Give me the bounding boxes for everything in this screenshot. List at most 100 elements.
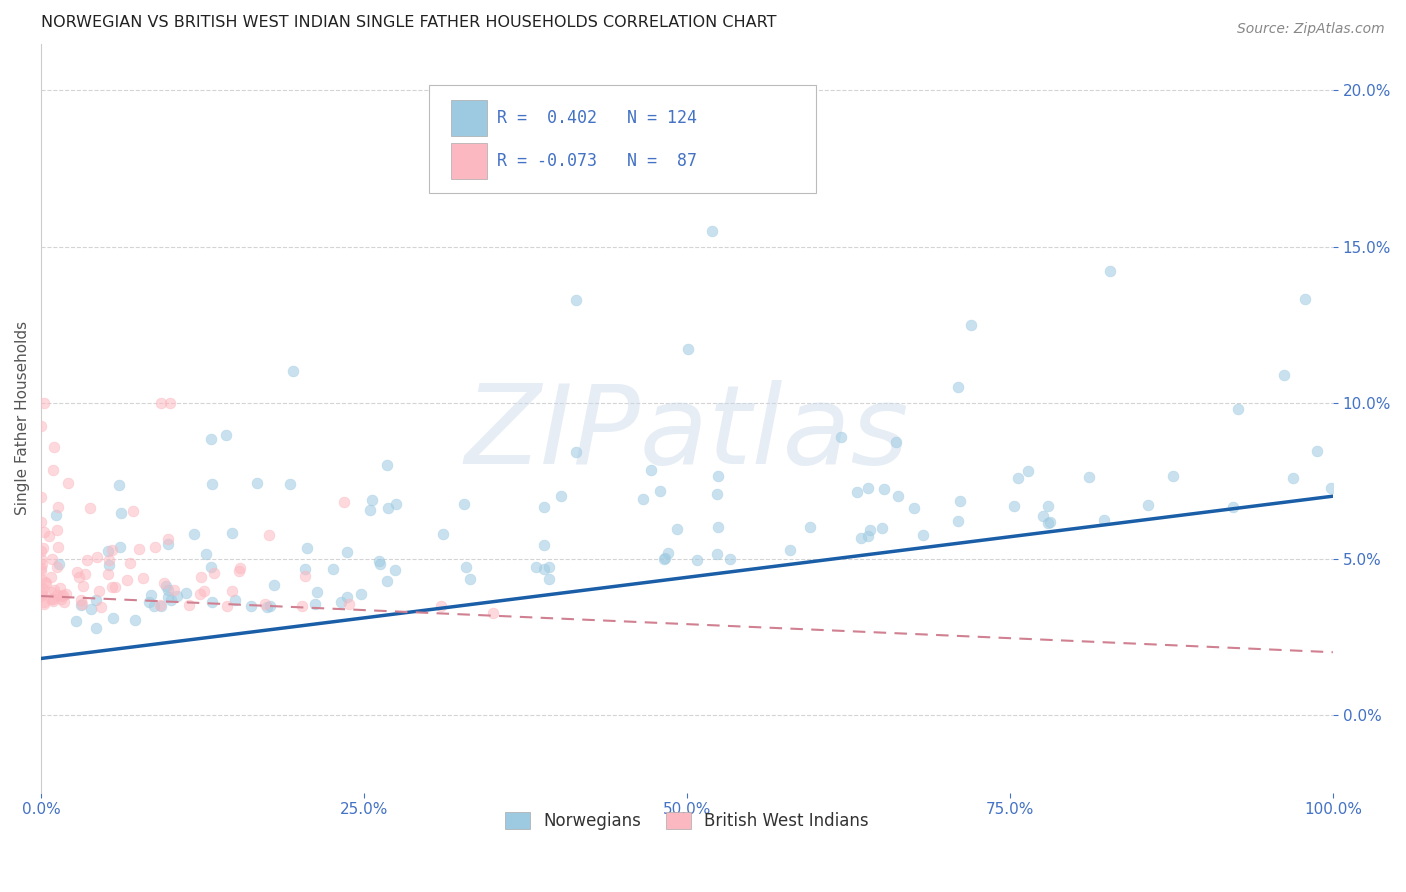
Point [886,489,908,503]
Point [35,575,58,590]
Point [39,592,62,607]
Point [67,570,90,584]
Point [42,594,65,608]
Point [194,548,217,562]
Point [32,541,55,555]
Point [46,540,69,554]
Point [706,547,728,561]
Point [686,553,709,567]
Point [1077,470,1099,484]
Point [884,434,907,449]
Point [1222,500,1244,514]
Point [97,553,120,567]
Point [90,600,112,615]
Point [1039,515,1062,529]
Point [458,572,481,586]
Point [30,419,52,434]
Point [1306,443,1329,458]
Text: R = -0.073   N =  87: R = -0.073 N = 87 [498,153,697,170]
Text: ZIPatlas: ZIPatlas [465,380,910,487]
Point [101,543,124,558]
Point [707,520,730,534]
Point [121,504,143,518]
Point [903,501,925,516]
Point [537,573,560,587]
Point [1227,401,1250,416]
Point [46,560,69,574]
Point [176,586,198,600]
Point [456,559,478,574]
Point [564,293,586,307]
Point [1002,500,1025,514]
Point [132,571,155,585]
Point [256,599,278,614]
Point [654,551,676,566]
Point [48,558,70,572]
Point [41,569,63,583]
Point [718,552,741,566]
Point [103,611,125,625]
Point [1274,368,1296,383]
Point [856,529,879,543]
Point [859,523,882,537]
Point [538,559,561,574]
Point [159,395,181,409]
Point [384,498,406,512]
Point [707,469,730,483]
Point [118,556,141,570]
Point [533,537,555,551]
Point [45,508,67,522]
Point [46,523,69,537]
Point [149,599,172,614]
Point [846,485,869,500]
Point [86,549,108,564]
Point [38,529,60,543]
Point [533,562,555,576]
Point [706,487,728,501]
Point [108,541,131,555]
Point [657,546,679,560]
Point [336,545,359,559]
Point [1099,264,1122,278]
Point [524,560,547,574]
Point [339,597,361,611]
Point [254,597,277,611]
Point [75,566,97,581]
Point [779,543,801,558]
Point [31,558,53,572]
Point [375,458,398,472]
Point [228,564,250,578]
Point [150,395,173,409]
Point [291,599,314,614]
Point [946,380,969,394]
Point [1038,516,1060,530]
Point [159,592,181,607]
Point [34,595,56,609]
Point [30,552,52,566]
Text: NORWEGIAN VS BRITISH WEST INDIAN SINGLE FATHER HOUSEHOLDS CORRELATION CHART: NORWEGIAN VS BRITISH WEST INDIAN SINGLE … [41,15,776,30]
Point [453,497,475,511]
Point [30,589,52,603]
Point [246,476,269,491]
Point [115,573,138,587]
Point [46,500,69,514]
Point [652,552,675,566]
Point [153,575,176,590]
Point [51,589,73,603]
Point [336,590,359,604]
Point [700,224,723,238]
Point [183,526,205,541]
Point [30,515,52,529]
Point [333,494,356,508]
Point [138,595,160,609]
Point [124,613,146,627]
Point [84,593,107,607]
Point [224,592,246,607]
Point [72,579,94,593]
FancyBboxPatch shape [450,100,486,136]
Text: R =  0.402   N = 124: R = 0.402 N = 124 [498,109,697,127]
Point [156,533,179,547]
Point [676,342,699,356]
Point [550,489,572,503]
Point [1136,498,1159,512]
